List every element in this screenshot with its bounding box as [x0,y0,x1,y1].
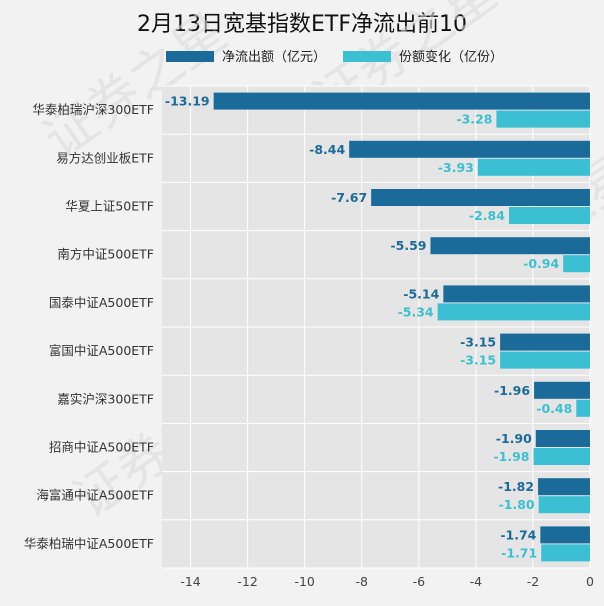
bar-net-outflow [500,333,590,351]
bar-share-change [538,496,590,514]
data-label: -5.14 [403,286,439,301]
legend-label: 份额变化（亿份） [399,49,503,65]
bar-share-change [500,351,590,369]
data-label: -1.74 [500,527,536,542]
data-label: -8.44 [309,142,345,157]
x-tick-label: -6 [413,574,426,589]
category-label: 南方中证500ETF [57,247,154,262]
category-labels: 华泰柏瑞沪深300ETF 易方达创业板ETF 华夏上证50ETF 南方中证500ETF… [24,102,154,551]
legend-label: 净流出额（亿元） [222,50,326,65]
data-label: -1.90 [496,431,532,446]
bars [213,92,591,562]
data-label: -1.71 [501,545,537,560]
data-label: -0.94 [523,256,559,271]
category-label: 招商中证A500ETF [49,440,154,455]
bar-share-change [477,158,590,176]
data-label: -1.82 [498,479,534,494]
x-tick-label: -10 [294,574,314,589]
data-label: -3.15 [460,353,496,368]
x-tick-label: -8 [355,574,368,589]
bar-net-outflow [430,237,590,255]
x-tick-label: -12 [237,574,257,589]
category-label: 富国中证A500ETF [49,343,154,358]
category-label: 华夏上证50ETF [65,199,154,214]
bar-net-outflow [443,285,590,303]
data-label: -3.28 [456,112,492,127]
bar-share-change [437,303,590,321]
bar-net-outflow [534,381,590,399]
data-label: -1.96 [494,383,530,398]
bar-share-change [496,110,590,128]
legend-swatch [166,51,214,62]
category-label: 国泰中证A500ETF [49,295,154,310]
x-tick-label: 0 [586,574,594,589]
data-label: -5.59 [390,238,426,253]
bar-net-outflow [535,430,590,447]
category-label: 易方达创业板ETF [56,150,154,165]
data-label: -1.98 [493,449,529,464]
bar-net-outflow [349,140,590,158]
data-label: -0.48 [536,401,572,416]
x-axis: -14 -12 -10 -8 -6 -4 -2 0 [180,574,594,589]
bar-share-change [508,207,590,224]
grid-lines [162,85,591,569]
category-label: 华泰柏瑞沪深300ETF [32,102,154,117]
bar-net-outflow [371,189,590,206]
bar-share-change [533,448,590,465]
data-label: -3.93 [438,160,474,175]
bar-net-outflow [540,526,590,544]
x-tick-label: -14 [180,574,200,589]
legend: 净流出额（亿元） 份额变化（亿份） [166,49,503,65]
category-label: 华泰柏瑞中证A500ETF [24,536,154,551]
bar-share-change [576,399,590,417]
x-tick-label: -2 [527,574,539,589]
data-label: -7.67 [331,190,367,205]
data-label: -5.34 [398,304,434,319]
data-label: -13.19 [165,94,210,109]
legend-swatch [343,51,391,62]
data-label: -1.80 [499,497,535,512]
value-labels: -13.19 -3.28 -8.44 -3.93 -7.67 -2.84 -5.59 -0.9… [165,94,572,561]
data-label: -3.15 [460,335,496,350]
category-label: 海富通中证A500ETF [36,488,154,503]
bar-net-outflow [538,478,590,496]
bar-net-outflow [213,92,591,110]
bar-share-change [541,544,590,562]
bar-share-change [563,255,590,273]
x-tick-label: -4 [470,574,483,589]
data-label: -2.84 [469,208,505,223]
chart-title: 2月13日宽基指数ETF净流出前10 [137,12,467,37]
category-label: 嘉实沪深300ETF [57,391,154,406]
